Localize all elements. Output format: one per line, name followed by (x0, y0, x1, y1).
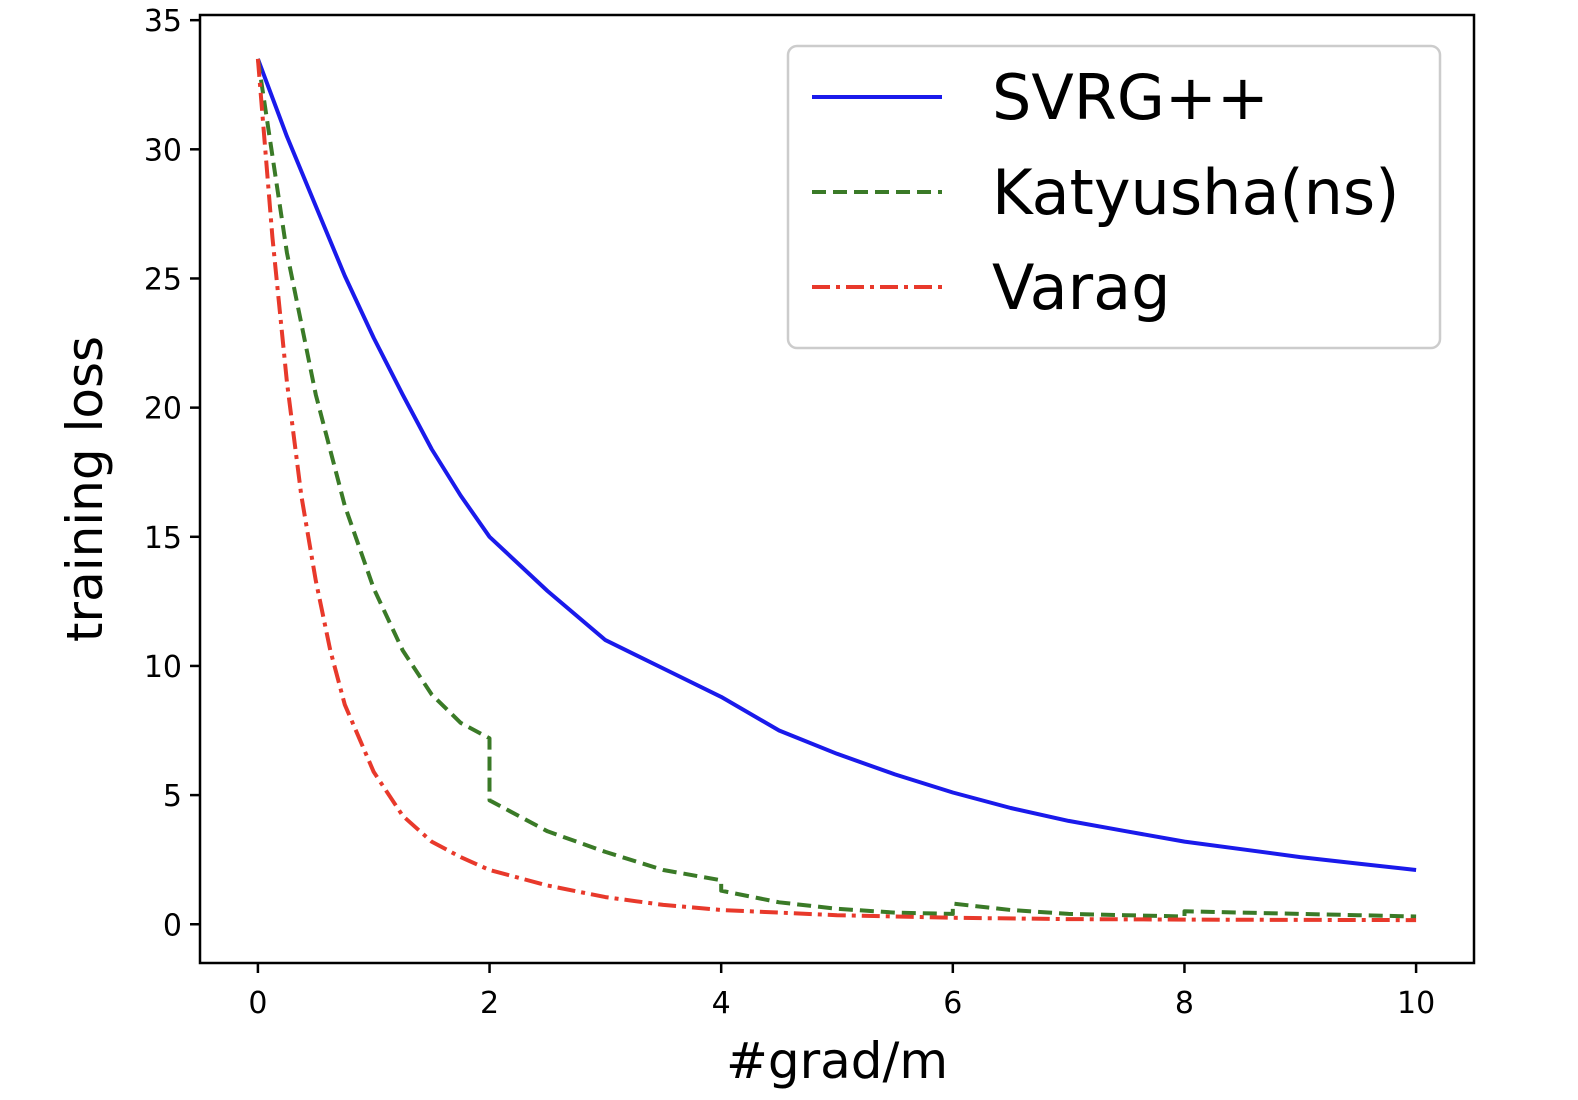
x-axis-label: #grad/m (726, 1032, 948, 1090)
legend-label: SVRG++ (992, 61, 1269, 134)
x-tick-label: 4 (712, 986, 731, 1021)
x-tick-label: 0 (248, 986, 267, 1021)
plot-area (255, 58, 1417, 923)
y-tick-label: 30 (144, 133, 182, 168)
x-tick-label: 10 (1397, 986, 1435, 1021)
y-tick-label: 10 (144, 650, 182, 685)
x-tick-label: 8 (1175, 986, 1194, 1021)
y-tick-label: 20 (144, 392, 182, 427)
plot-frame (198, 13, 1476, 965)
y-tick-label: 0 (163, 908, 182, 943)
y-tick-label: 25 (144, 262, 182, 297)
x-tick-label: 6 (943, 986, 962, 1021)
y-axis: 0 5 10 15 20 25 30 35 (144, 4, 200, 943)
y-tick-label: 5 (163, 779, 182, 814)
legend-box (786, 44, 1442, 350)
y-axis-label: training loss (56, 336, 114, 642)
x-tick-label: 2 (480, 986, 499, 1021)
series-line-katyusha-ns (255, 58, 1417, 919)
legend-label: Katyusha(ns) (992, 156, 1399, 229)
y-tick-label: 35 (144, 4, 182, 39)
series-line-varag (255, 58, 1417, 923)
y-tick-label: 15 (144, 521, 182, 556)
legend: SVRG++ Katyusha(ns) Varag (786, 44, 1442, 350)
x-axis: 0 2 4 6 8 10 (248, 963, 1435, 1021)
legend-label: Varag (992, 251, 1170, 324)
series-line-svrg (256, 58, 1417, 872)
